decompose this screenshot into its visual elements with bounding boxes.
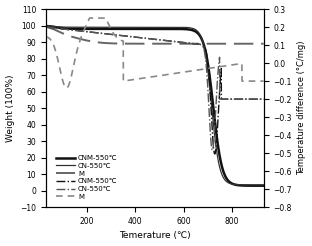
CNM-550℃ bbox=[137, 36, 141, 39]
M bbox=[262, 42, 266, 45]
Legend: CNM-550℃, CN-550℃, M, CNM-550℃, CN-550℃, M: CNM-550℃, CN-550℃, M, CNM-550℃, CN-550℃,… bbox=[56, 155, 118, 200]
Line: M: M bbox=[46, 27, 264, 44]
Line: CN-550℃: CN-550℃ bbox=[46, 26, 264, 185]
Line: M: M bbox=[46, 18, 264, 88]
CN-550℃ bbox=[69, 26, 73, 29]
Y-axis label: Weight (100%): Weight (100%) bbox=[6, 74, 15, 142]
CN-550℃ bbox=[128, 35, 131, 38]
M bbox=[234, 42, 238, 45]
X-axis label: Temerature (℃): Temerature (℃) bbox=[119, 231, 191, 240]
M bbox=[234, 63, 238, 66]
CN-550℃ bbox=[262, 98, 266, 101]
Line: CNM-550℃: CNM-550℃ bbox=[46, 26, 264, 186]
CNM-550℃ bbox=[257, 184, 261, 187]
Line: CN-550℃: CN-550℃ bbox=[46, 27, 264, 150]
CN-550℃ bbox=[234, 98, 238, 101]
M bbox=[69, 77, 73, 80]
CN-550℃ bbox=[211, 149, 214, 152]
CNM-550℃ bbox=[69, 28, 73, 31]
CNM-550℃ bbox=[82, 30, 85, 33]
M bbox=[262, 80, 266, 83]
CNM-550℃ bbox=[234, 183, 238, 186]
CNM-550℃ bbox=[262, 184, 266, 187]
CNM-550℃ bbox=[44, 25, 48, 28]
M bbox=[69, 35, 73, 38]
M bbox=[82, 38, 85, 41]
M bbox=[128, 79, 131, 82]
CN-550℃ bbox=[69, 28, 73, 31]
M bbox=[44, 25, 48, 28]
M bbox=[137, 77, 141, 80]
CNM-550℃ bbox=[44, 26, 48, 29]
CN-550℃ bbox=[262, 184, 266, 186]
CN-550℃ bbox=[258, 98, 261, 101]
CNM-550℃ bbox=[137, 27, 141, 30]
CNM-550℃ bbox=[69, 27, 73, 30]
CN-550℃ bbox=[44, 26, 48, 29]
CNM-550℃ bbox=[234, 98, 238, 101]
M bbox=[137, 42, 141, 45]
Line: CNM-550℃: CNM-550℃ bbox=[46, 27, 264, 154]
CNM-550℃ bbox=[128, 27, 131, 30]
M bbox=[82, 30, 85, 32]
CN-550℃ bbox=[44, 24, 48, 27]
M bbox=[128, 42, 131, 45]
CN-550℃ bbox=[82, 26, 85, 29]
CN-550℃ bbox=[257, 184, 261, 186]
Y-axis label: Temperature difference (°C/mg): Temperature difference (°C/mg) bbox=[297, 41, 306, 175]
CNM-550℃ bbox=[258, 98, 261, 101]
M bbox=[44, 35, 48, 38]
CNM-550℃ bbox=[262, 98, 266, 101]
CNM-550℃ bbox=[128, 35, 131, 38]
CN-550℃ bbox=[137, 26, 141, 29]
M bbox=[88, 16, 91, 19]
M bbox=[65, 86, 68, 89]
CNM-550℃ bbox=[213, 153, 217, 155]
CNM-550℃ bbox=[82, 27, 85, 30]
CN-550℃ bbox=[128, 26, 131, 29]
CN-550℃ bbox=[137, 36, 141, 39]
CN-550℃ bbox=[234, 183, 238, 186]
M bbox=[257, 42, 261, 45]
M bbox=[258, 80, 261, 83]
CN-550℃ bbox=[82, 30, 85, 33]
